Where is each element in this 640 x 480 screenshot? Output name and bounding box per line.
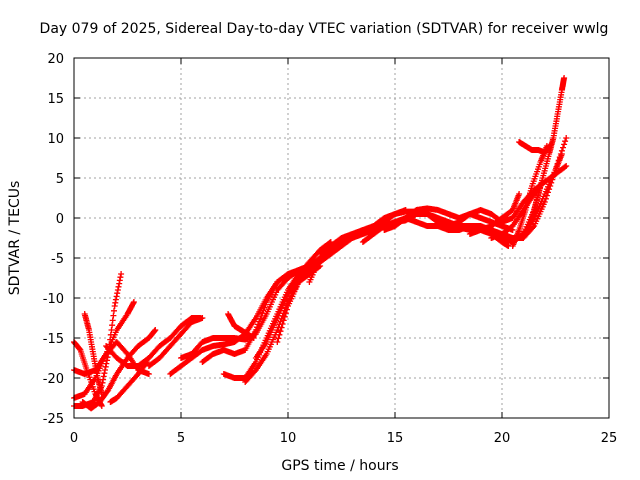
data-series	[81, 311, 105, 397]
x-tick-label: 15	[387, 431, 404, 446]
series-markers	[107, 359, 150, 405]
y-tick-label: 15	[47, 92, 64, 107]
x-tick-label: 0	[70, 431, 78, 446]
y-axis-label: SDTVAR / TECUs	[7, 181, 23, 296]
data-series	[381, 215, 512, 249]
series-markers	[79, 327, 159, 412]
y-tick-label: 5	[56, 172, 64, 187]
series-markers	[81, 311, 105, 397]
plot-frame	[73, 57, 610, 419]
y-tick-label: -25	[43, 412, 64, 427]
y-tick-label: -10	[43, 292, 64, 307]
x-tick-label: 5	[177, 431, 185, 446]
data-series	[466, 191, 523, 237]
series-markers	[103, 315, 204, 369]
x-tick-label: 25	[601, 431, 618, 446]
data-series	[79, 327, 159, 412]
data-series	[103, 315, 204, 369]
plot-area	[71, 75, 570, 412]
data-series	[516, 139, 555, 156]
series-markers	[381, 215, 512, 249]
y-tick-label: 0	[56, 212, 64, 227]
series-markers	[526, 75, 568, 229]
y-tick-label: -20	[43, 372, 64, 387]
y-tick-label: 10	[47, 132, 64, 147]
y-tick-label: -15	[43, 332, 64, 347]
data-series	[107, 359, 150, 405]
data-series	[225, 311, 257, 341]
chart-title: Day 079 of 2025, Sidereal Day-to-day VTE…	[40, 21, 609, 37]
gridlines	[74, 58, 609, 418]
axis-ticks: 0 5 10 15 20 25 20 15 10 5 0 -5 -10 -15 -20 -25	[43, 52, 618, 446]
x-axis-label: GPS time / hours	[281, 458, 398, 474]
series-markers	[466, 191, 523, 237]
x-tick-label: 20	[494, 431, 511, 446]
y-tick-label: -5	[51, 252, 64, 267]
series-markers	[225, 311, 257, 341]
y-tick-label: 20	[47, 52, 64, 67]
data-series	[526, 75, 568, 229]
x-tick-label: 10	[280, 431, 297, 446]
data-series	[145, 315, 206, 369]
series-markers	[145, 315, 206, 369]
series-markers	[516, 139, 555, 156]
